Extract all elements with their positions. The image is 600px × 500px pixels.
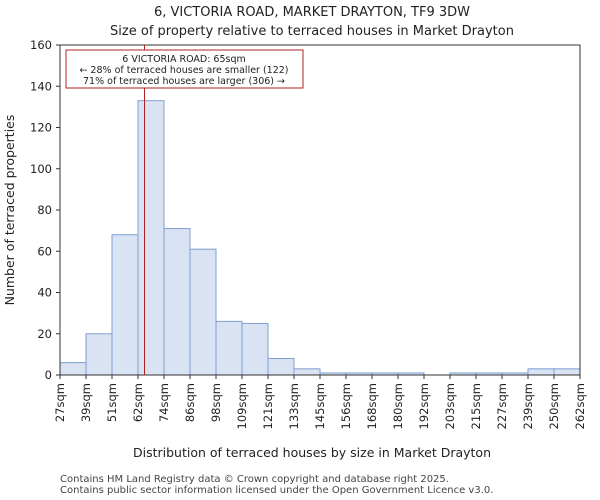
- x-axis-ticks: 27sqm 39sqm 51sqm 62sqm 74sqm 86sqm 98sqm 109sq…: [53, 375, 587, 429]
- annotation-line3: 71% of terraced houses are larger (306) …: [83, 76, 285, 87]
- x-tick-label: 168sqm: [365, 383, 379, 429]
- histogram-bar: [215, 320, 243, 376]
- y-tick-label: 140: [30, 79, 52, 93]
- x-tick-label: 180sqm: [391, 383, 405, 429]
- histogram-bar: [163, 228, 191, 376]
- histogram-bar: [111, 234, 139, 376]
- y-tick-label: 0: [45, 368, 52, 382]
- x-tick-label: 192sqm: [417, 383, 431, 429]
- histogram-bar: [267, 358, 295, 376]
- x-tick-label: 239sqm: [521, 383, 535, 429]
- x-tick-label: 133sqm: [287, 383, 301, 429]
- annotation-line1: 6 VICTORIA ROAD: 65sqm: [122, 54, 245, 65]
- footer-line2: Contains public sector information licen…: [60, 485, 494, 496]
- footer-line1: Contains HM Land Registry data © Crown c…: [60, 474, 449, 485]
- x-tick-label: 86sqm: [183, 383, 197, 422]
- y-axis-label: Number of terraced properties: [2, 115, 17, 306]
- bars: [59, 100, 581, 376]
- annotation-box: 6 VICTORIA ROAD: 65sqm ← 28% of terraced…: [65, 49, 304, 89]
- y-tick-label: 160: [30, 38, 52, 52]
- histogram-chart: 6, VICTORIA ROAD, MARKET DRAYTON, TF9 3D…: [2, 5, 587, 460]
- histogram-bar: [293, 368, 321, 376]
- histogram-bar: [189, 248, 217, 376]
- y-tick-label: 20: [37, 327, 52, 341]
- x-tick-label: 62sqm: [131, 383, 145, 422]
- x-tick-label: 39sqm: [79, 383, 93, 422]
- histogram-bar: [241, 322, 269, 376]
- histogram-bar: [137, 100, 165, 376]
- x-tick-label: 262sqm: [573, 383, 587, 429]
- x-tick-label: 51sqm: [105, 383, 119, 422]
- x-tick-label: 121sqm: [261, 383, 275, 429]
- histogram-bar: [59, 362, 87, 376]
- x-tick-label: 98sqm: [209, 383, 223, 422]
- y-tick-label: 80: [37, 203, 52, 217]
- y-tick-label: 100: [30, 162, 52, 176]
- x-tick-label: 156sqm: [339, 383, 353, 429]
- x-tick-label: 74sqm: [157, 383, 171, 422]
- histogram-bar: [85, 333, 113, 376]
- annotation-line2: ← 28% of terraced houses are smaller (12…: [79, 65, 288, 76]
- y-tick-label: 40: [37, 286, 52, 300]
- chart-title: 6, VICTORIA ROAD, MARKET DRAYTON, TF9 3D…: [154, 5, 470, 20]
- x-tick-label: 250sqm: [547, 383, 561, 429]
- x-axis-label: Distribution of terraced houses by size …: [133, 445, 491, 460]
- x-tick-label: 203sqm: [443, 383, 457, 429]
- x-tick-label: 215sqm: [469, 383, 483, 429]
- chart-subtitle: Size of property relative to terraced ho…: [110, 24, 514, 39]
- x-tick-label: 109sqm: [235, 383, 249, 429]
- annotation-frame: [65, 49, 304, 89]
- plot-frame: [59, 44, 581, 376]
- histogram-bar: [553, 368, 581, 376]
- histogram-bar: [527, 368, 555, 376]
- x-tick-label: 27sqm: [53, 383, 67, 422]
- y-axis-ticks: 0 20 40 60 80 100 120 140 160: [30, 38, 60, 382]
- y-tick-label: 60: [37, 244, 52, 258]
- x-tick-label: 145sqm: [313, 383, 327, 429]
- y-tick-label: 120: [30, 121, 52, 135]
- x-tick-label: 227sqm: [495, 383, 509, 429]
